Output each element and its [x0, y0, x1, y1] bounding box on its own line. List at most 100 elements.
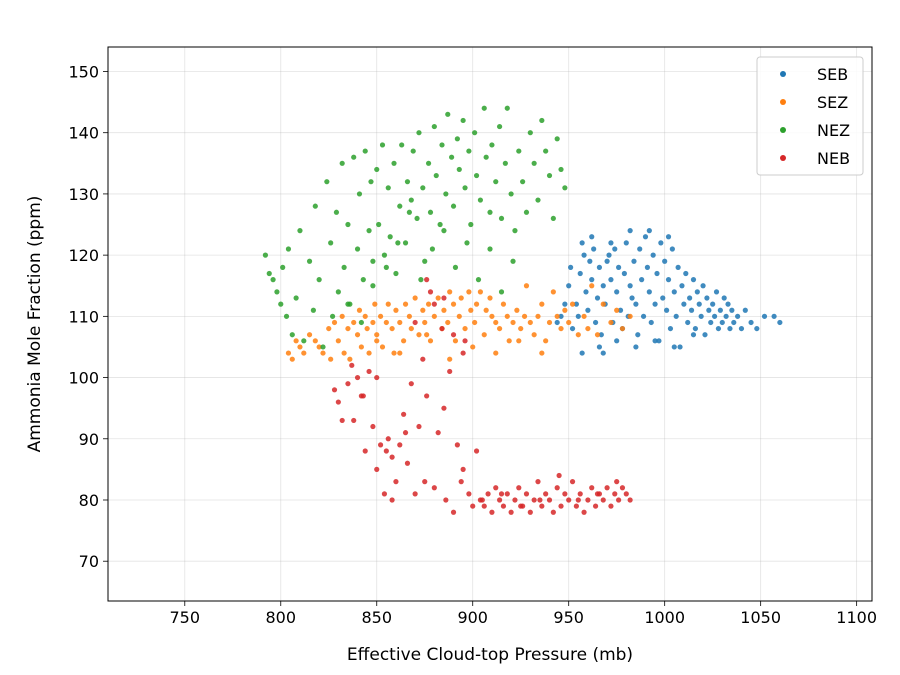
y-tick-label: 130 [68, 185, 99, 204]
legend-label-nez: NEZ [817, 121, 850, 140]
data-point-seb [631, 258, 637, 264]
data-point-seb [627, 228, 633, 234]
data-point-sez [489, 313, 495, 319]
data-point-seb [596, 344, 603, 350]
data-point-nez [399, 142, 405, 148]
data-point-sez [401, 338, 407, 344]
data-point-nez [354, 246, 361, 252]
x-tick-label: 1000 [644, 608, 685, 627]
data-point-seb [558, 313, 564, 319]
data-point-neb [612, 491, 618, 497]
data-point-sez [341, 350, 347, 356]
data-point-nez [385, 185, 391, 191]
data-point-neb [454, 442, 460, 448]
data-point-nez [510, 258, 516, 264]
data-point-neb [577, 491, 583, 497]
data-point-nez [427, 209, 434, 215]
data-point-seb [671, 289, 677, 295]
data-point-seb [727, 325, 733, 332]
data-point-neb [401, 411, 407, 417]
data-point-sez [543, 338, 549, 344]
data-point-sez [335, 338, 341, 344]
data-point-seb [583, 289, 589, 295]
data-point-seb [679, 283, 685, 289]
data-point-nez [335, 289, 341, 295]
data-point-sez [306, 332, 313, 338]
data-point-nez [502, 160, 508, 166]
data-point-seb [652, 301, 658, 307]
data-point-neb [554, 485, 560, 491]
data-point-neb [374, 466, 380, 472]
data-point-neb [614, 479, 620, 485]
data-point-neb [424, 277, 430, 283]
data-point-neb [345, 381, 351, 387]
data-point-seb [710, 301, 716, 307]
y-tick-label: 140 [68, 124, 99, 143]
data-point-neb [562, 491, 568, 497]
data-point-seb [608, 277, 614, 283]
data-point-seb [685, 319, 691, 326]
data-point-neb [485, 491, 491, 497]
data-point-nez [450, 203, 457, 209]
data-point-sez [441, 307, 447, 313]
data-point-sez [500, 301, 507, 307]
data-point-sez [493, 350, 499, 356]
data-point-seb [606, 252, 612, 258]
data-point-neb [377, 442, 384, 448]
data-point-sez [424, 332, 430, 338]
y-tick-label: 120 [68, 246, 99, 265]
data-point-seb [754, 325, 760, 332]
data-point-seb [761, 313, 768, 319]
data-point-nez [414, 215, 420, 222]
data-point-sez [383, 319, 389, 326]
data-point-sez [550, 289, 556, 295]
data-point-sez [326, 325, 332, 332]
data-point-neb [496, 497, 503, 503]
data-point-sez [297, 344, 303, 350]
data-point-sez [393, 307, 399, 313]
data-point-sez [320, 350, 326, 356]
data-point-nez [393, 270, 399, 277]
data-point-nez [360, 277, 366, 283]
data-point-neb [431, 485, 437, 491]
data-point-sez [516, 338, 522, 344]
data-point-sez [354, 332, 361, 338]
data-point-nez [416, 130, 422, 136]
data-point-seb [577, 270, 583, 277]
data-point-neb [408, 381, 414, 387]
data-point-nez [512, 228, 518, 234]
data-point-seb [617, 307, 624, 313]
data-point-seb [612, 246, 618, 252]
data-point-neb [550, 509, 556, 515]
data-point-neb [558, 503, 564, 509]
data-point-neb [383, 448, 389, 454]
data-point-neb [351, 417, 357, 424]
data-point-nez [437, 221, 443, 228]
data-point-seb [725, 301, 731, 307]
data-point-sez [504, 313, 510, 319]
data-point-neb [339, 417, 345, 424]
data-point-nez [351, 154, 357, 160]
data-point-neb [462, 338, 468, 344]
data-point-sez [493, 319, 499, 326]
data-point-neb [435, 430, 441, 436]
data-point-seb [704, 295, 710, 301]
data-point-neb [608, 503, 614, 509]
data-point-seb [681, 301, 687, 307]
data-point-sez [447, 356, 453, 362]
legend-box [756, 56, 864, 176]
data-point-sez [481, 332, 487, 338]
data-point-neb [616, 497, 622, 503]
data-point-neb [592, 503, 599, 509]
data-point-neb [470, 503, 476, 509]
data-point-neb [500, 503, 507, 509]
data-point-neb [627, 497, 633, 503]
data-point-nez [312, 203, 318, 209]
data-point-neb [422, 479, 428, 485]
data-point-seb [742, 307, 748, 313]
data-point-sez [435, 295, 441, 301]
data-point-seb [587, 258, 593, 264]
data-point-nez [449, 154, 455, 160]
data-point-nez [429, 246, 436, 252]
data-point-sez [374, 338, 380, 344]
